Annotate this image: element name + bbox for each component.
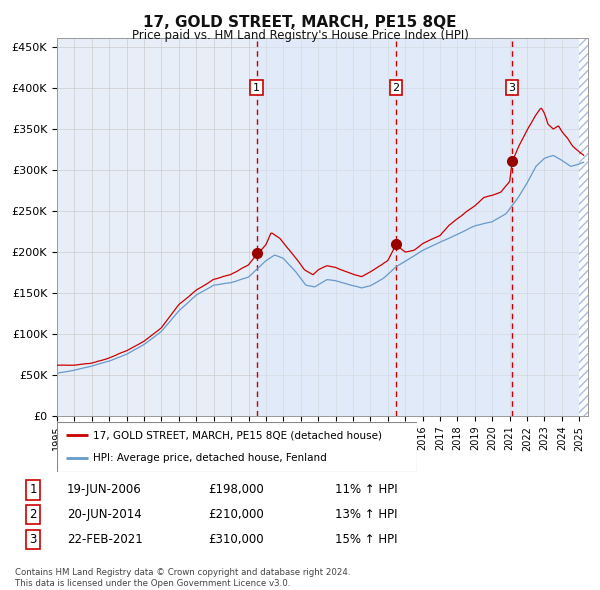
Text: Contains HM Land Registry data © Crown copyright and database right 2024.: Contains HM Land Registry data © Crown c… — [15, 568, 350, 576]
Text: £198,000: £198,000 — [208, 483, 263, 496]
Text: Price paid vs. HM Land Registry's House Price Index (HPI): Price paid vs. HM Land Registry's House … — [131, 30, 469, 42]
Text: £310,000: £310,000 — [208, 533, 263, 546]
Text: 22-FEB-2021: 22-FEB-2021 — [67, 533, 142, 546]
Text: 1: 1 — [253, 83, 260, 93]
Text: 13% ↑ HPI: 13% ↑ HPI — [335, 508, 397, 521]
Text: 11% ↑ HPI: 11% ↑ HPI — [335, 483, 397, 496]
FancyBboxPatch shape — [57, 422, 417, 472]
Text: 2: 2 — [392, 83, 400, 93]
Bar — [579, 38, 588, 416]
Text: 2: 2 — [29, 508, 37, 521]
Text: HPI: Average price, detached house, Fenland: HPI: Average price, detached house, Fenl… — [93, 454, 327, 464]
Text: 19-JUN-2006: 19-JUN-2006 — [67, 483, 142, 496]
Text: 15% ↑ HPI: 15% ↑ HPI — [335, 533, 397, 546]
Bar — [512, 38, 579, 416]
Text: 1: 1 — [29, 483, 37, 496]
Bar — [579, 38, 588, 416]
Text: £210,000: £210,000 — [208, 508, 263, 521]
Text: 3: 3 — [29, 533, 37, 546]
Text: This data is licensed under the Open Government Licence v3.0.: This data is licensed under the Open Gov… — [15, 579, 290, 588]
Text: 17, GOLD STREET, MARCH, PE15 8QE: 17, GOLD STREET, MARCH, PE15 8QE — [143, 15, 457, 30]
Text: 17, GOLD STREET, MARCH, PE15 8QE (detached house): 17, GOLD STREET, MARCH, PE15 8QE (detach… — [93, 430, 382, 440]
Text: 20-JUN-2014: 20-JUN-2014 — [67, 508, 142, 521]
Bar — [257, 38, 512, 416]
Text: 3: 3 — [509, 83, 515, 93]
